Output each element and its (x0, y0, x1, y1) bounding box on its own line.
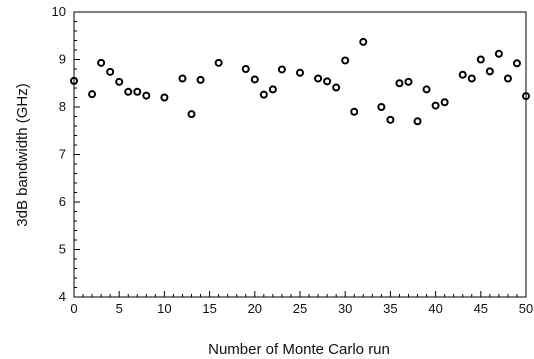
data-point (485, 67, 494, 76)
data-points (70, 37, 530, 126)
data-point (377, 103, 386, 111)
data-point (323, 77, 332, 86)
data-point (422, 85, 431, 94)
data-point (395, 79, 404, 88)
data-point (214, 58, 223, 67)
data-point (178, 74, 187, 83)
data-point (386, 115, 395, 124)
data-point (467, 74, 476, 83)
x-axis: 0 5 10 15 20 25 30 35 40 45 50 (70, 291, 533, 316)
data-point (404, 77, 413, 86)
data-point (88, 90, 97, 99)
x-tick-label: 0 (70, 301, 77, 316)
y-tick-label: 7 (59, 147, 66, 162)
y-tick-label: 5 (59, 242, 66, 257)
data-point (503, 74, 512, 83)
data-point (440, 98, 449, 107)
x-tick-label: 50 (519, 301, 533, 316)
data-point (458, 70, 467, 79)
plot-border (73, 11, 527, 298)
x-tick-label: 30 (338, 301, 352, 316)
x-tick-label: 20 (248, 301, 262, 316)
data-point (359, 37, 368, 46)
data-point (350, 107, 359, 116)
plot-area (73, 11, 527, 298)
data-point (142, 91, 151, 100)
data-point (250, 75, 259, 84)
x-tick-label: 10 (157, 301, 171, 316)
data-point (296, 68, 304, 77)
data-point (494, 49, 503, 58)
y-tick-label: 4 (59, 289, 66, 304)
data-point (332, 83, 341, 92)
data-point (106, 67, 115, 76)
y-tick-label: 8 (59, 99, 66, 114)
y-axis: 4 5 6 7 8 9 10 (52, 4, 80, 304)
data-point (196, 75, 205, 84)
y-tick-label: 6 (59, 194, 66, 209)
data-point (341, 56, 350, 65)
data-point (431, 101, 440, 110)
y-tick-label: 10 (52, 4, 66, 19)
data-point (187, 110, 196, 119)
data-point (97, 58, 106, 67)
data-point (241, 65, 250, 73)
x-tick-label: 15 (202, 301, 216, 316)
data-point (124, 87, 133, 96)
data-point (268, 85, 277, 94)
data-point (314, 74, 323, 83)
x-tick-label: 5 (116, 301, 123, 316)
x-tick-label: 40 (428, 301, 442, 316)
data-point (476, 55, 485, 64)
y-tick-label: 9 (59, 52, 66, 67)
data-point (115, 77, 124, 86)
x-tick-label: 35 (383, 301, 397, 316)
data-point (277, 65, 286, 74)
x-tick-label: 25 (293, 301, 307, 316)
x-tick-label: 45 (474, 301, 488, 316)
data-point (259, 90, 268, 99)
data-point (160, 93, 169, 102)
data-point (70, 76, 78, 85)
data-point (133, 87, 142, 96)
y-axis-title: 3dB bandwidth (GHz) (14, 83, 31, 226)
data-point (522, 92, 530, 101)
x-axis-title: Number of Monte Carlo run (208, 341, 390, 358)
data-point (413, 117, 422, 126)
data-point (512, 59, 521, 68)
